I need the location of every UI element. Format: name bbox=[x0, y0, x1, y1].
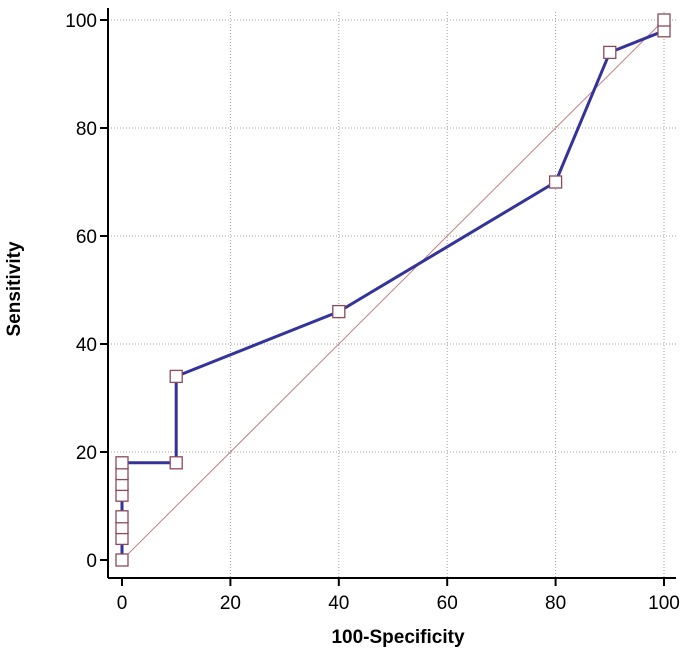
x-tick-label: 80 bbox=[545, 593, 566, 614]
y-axis-ticks: 0 20 40 60 80 100 bbox=[65, 11, 108, 572]
y-tick-label: 20 bbox=[76, 443, 97, 464]
x-tick-label: 20 bbox=[220, 593, 241, 614]
series-group bbox=[115, 13, 671, 567]
x-tick-label: 40 bbox=[328, 593, 349, 614]
reference-line bbox=[121, 19, 665, 561]
roc-point-marker bbox=[169, 456, 183, 470]
roc-point-marker bbox=[603, 45, 617, 60]
y-tick-label: 40 bbox=[76, 335, 97, 356]
roc-point-marker bbox=[169, 369, 183, 384]
y-tick-label: 60 bbox=[76, 227, 97, 248]
roc-point-marker bbox=[115, 553, 129, 567]
y-tick-label: 100 bbox=[65, 11, 97, 32]
roc-point-marker bbox=[657, 13, 671, 27]
y-tick-label: 80 bbox=[76, 119, 97, 140]
y-axis-title: Sensitivity bbox=[4, 241, 25, 336]
roc-point-marker bbox=[332, 304, 346, 319]
roc-point-marker bbox=[548, 175, 563, 189]
x-tick-label: 60 bbox=[437, 593, 458, 614]
reference-line-group bbox=[121, 19, 665, 561]
roc-point-marker bbox=[115, 456, 129, 470]
x-tick-label: 0 bbox=[117, 593, 128, 614]
x-axis-title: 100-Specificity bbox=[331, 627, 464, 648]
axes bbox=[107, 8, 676, 579]
x-tick-label: 100 bbox=[648, 593, 680, 614]
x-axis-ticks: 0 20 40 60 80 100 bbox=[117, 578, 680, 614]
roc-point-marker bbox=[115, 510, 129, 524]
y-tick-label: 0 bbox=[86, 551, 97, 572]
grid-lines bbox=[108, 12, 676, 578]
